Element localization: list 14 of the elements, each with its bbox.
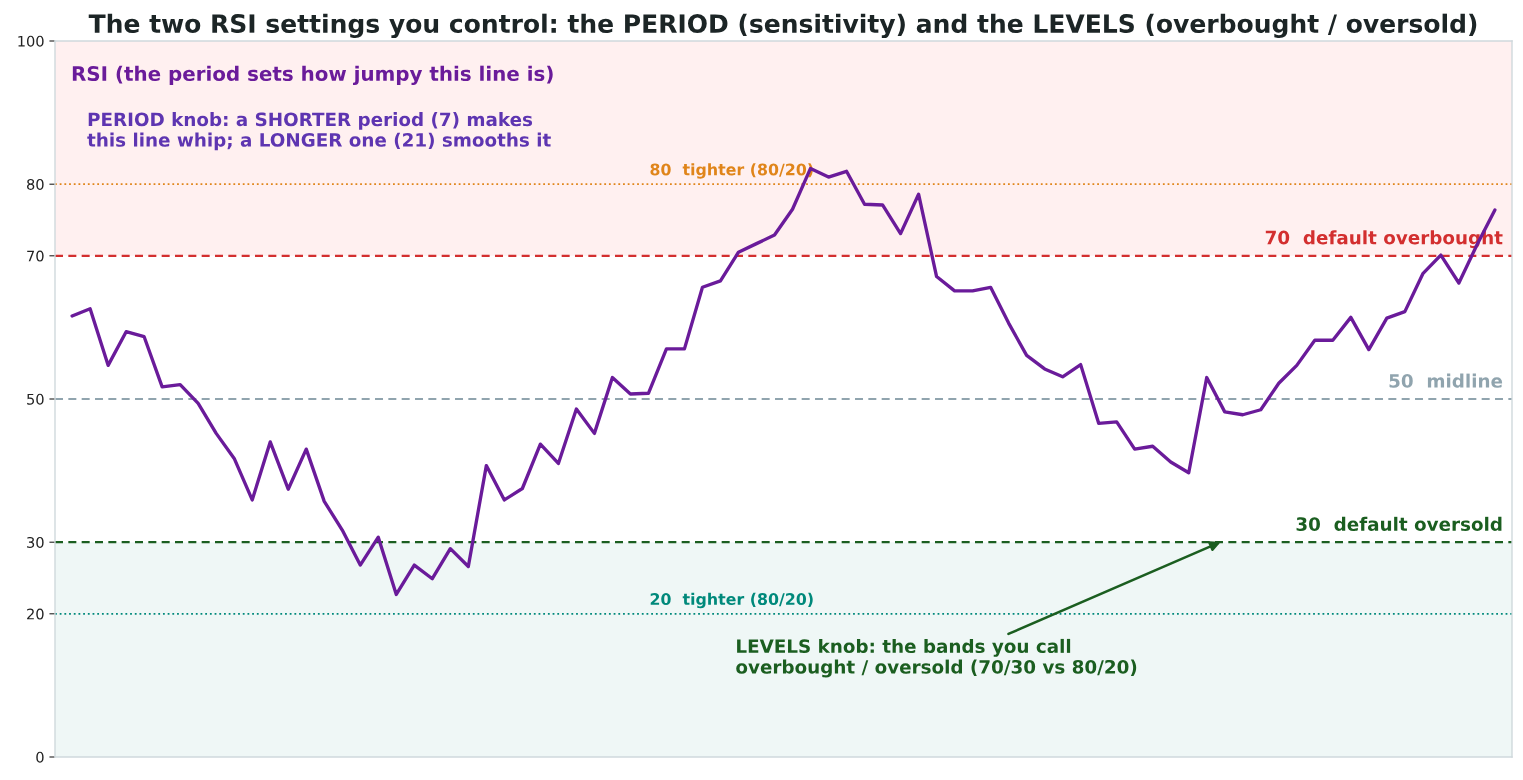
- y-tick-label: 50: [27, 393, 44, 405]
- y-tick-label: 100: [18, 35, 44, 47]
- y-tick-label: 0: [36, 751, 44, 763]
- chart-title: The two RSI settings you control: the PERIOD (sensitivity) and the LEVELS (overbought / oversold): [88, 13, 1477, 39]
- annotation: LEVELS knob: the bands you call overbought / oversold (70/30 vs 80/20): [736, 638, 1137, 678]
- ref-line-label: 20 tighter (80/20): [650, 592, 813, 609]
- ref-line-label: 30 default oversold: [1296, 516, 1502, 532]
- y-tick-label: 80: [27, 178, 44, 190]
- ref-line-label: 50 midline: [1389, 373, 1503, 388]
- y-tick-label: 20: [27, 608, 44, 620]
- y-tick-label: 70: [27, 250, 44, 262]
- text: RSI (the period sets how jumpy this line is): [72, 65, 553, 86]
- y-tick-label: 30: [27, 536, 44, 548]
- annotation: PERIOD knob: a SHORTER period (7) makes this line whip; a LONGER one (21) smooths it: [87, 112, 551, 151]
